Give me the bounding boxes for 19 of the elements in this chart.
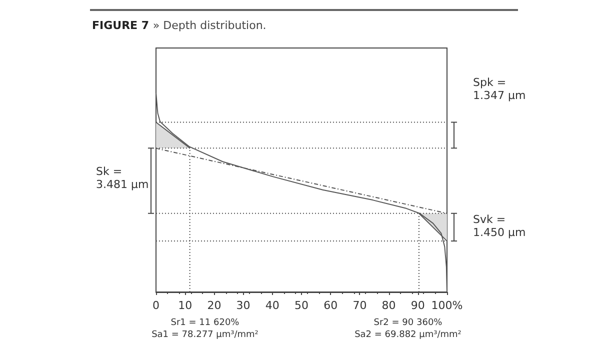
x-tick-label: 50 [294, 299, 308, 312]
text: Sa1 = 78.277 µm³/mm² [152, 330, 258, 341]
text: Svk = 1.450 µm [473, 213, 526, 240]
chart-title: FIGURE 7 » Depth distribution. [92, 19, 266, 32]
text: Sr2 = 90 360% [374, 318, 442, 329]
text: Sa2 = 69.882 µm³/mm² [354, 330, 462, 341]
text: Sr1 = 11 620% [170, 318, 240, 329]
x-tick-label: 20 [207, 299, 222, 312]
text: Sk = 3.481 µm [96, 164, 149, 191]
x-tick-label: 70 [352, 299, 367, 312]
x-tick-label: 10 [178, 299, 192, 312]
x-tick-label: 40 [265, 299, 280, 312]
x-tick-label: 90 [410, 299, 425, 312]
x-tick-label: 100% [431, 299, 463, 312]
text: Spk = 1.347 µm [473, 76, 526, 102]
x-tick-label: 0 [152, 299, 160, 312]
x-tick-label: 60 [324, 299, 338, 312]
x-tick-label: 30 [236, 299, 250, 312]
x-tick-label: 80 [382, 299, 396, 312]
